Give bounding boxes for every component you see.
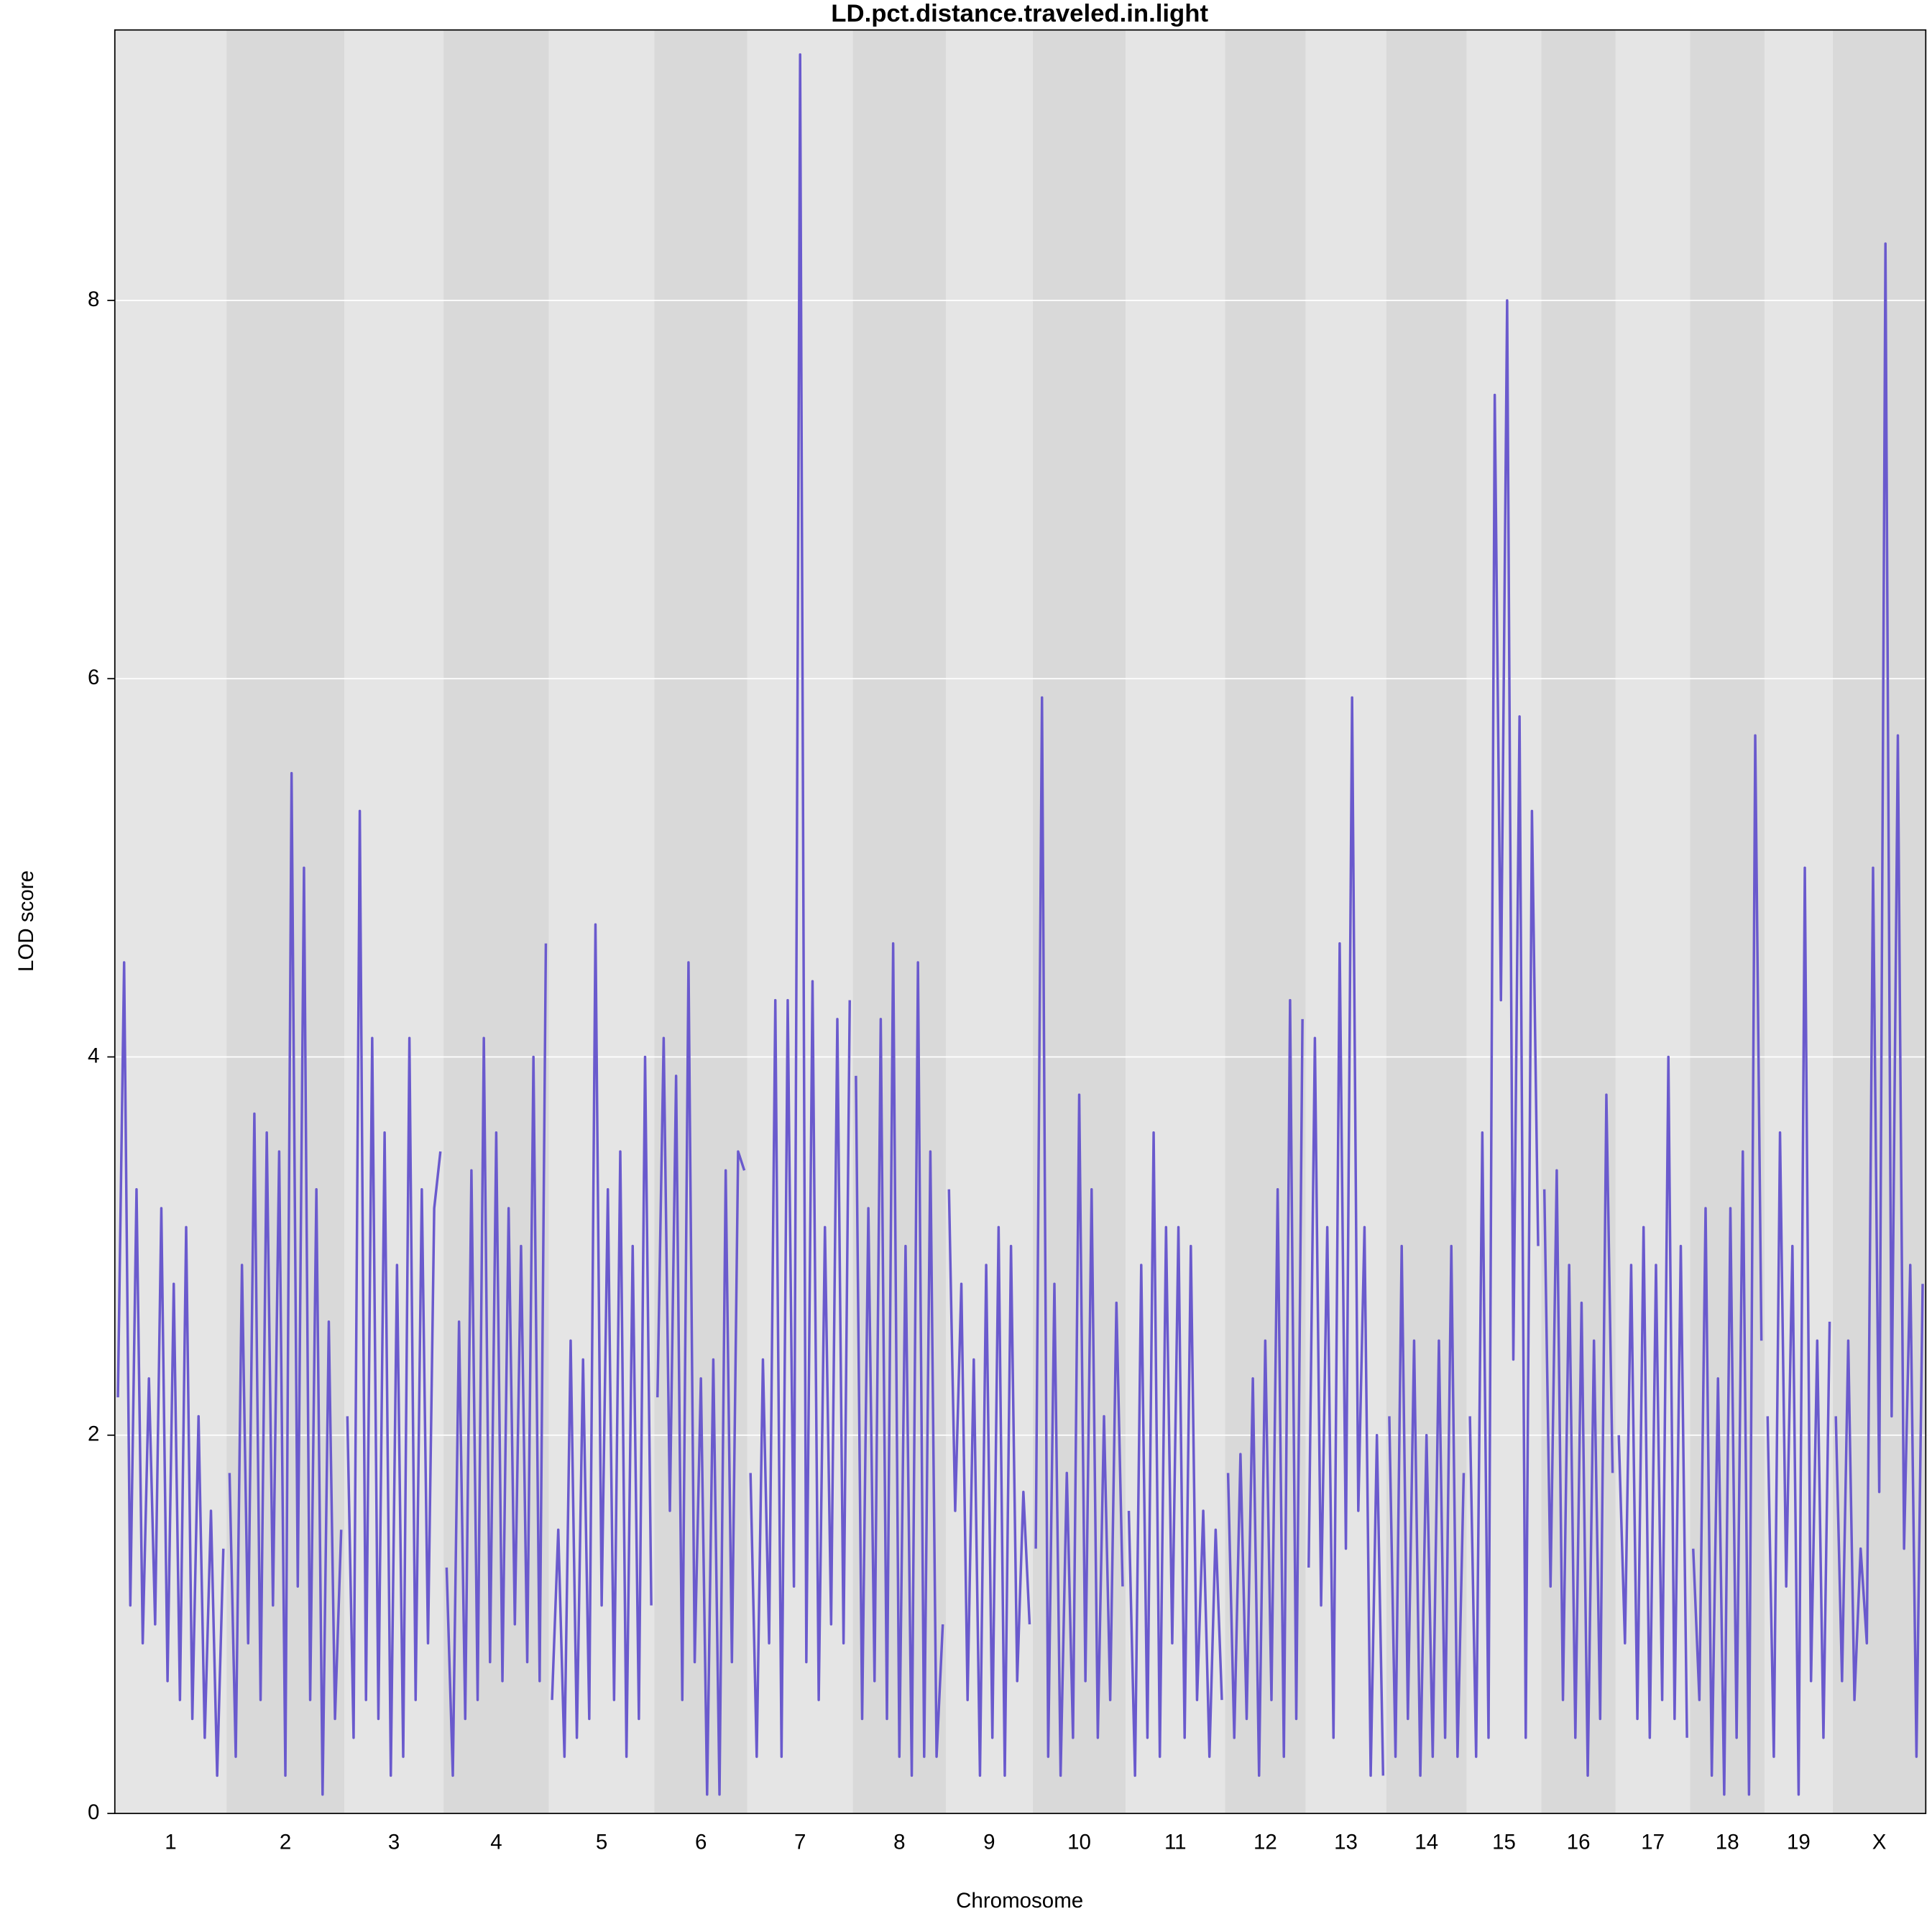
chromosome-band [654,29,748,1814]
bands [114,29,1926,1814]
y-tick-label: 0 [88,1800,99,1824]
chromosome-band [443,29,549,1814]
x-tick-label: 7 [794,1831,806,1854]
chart-title: LD.pct.distance.traveled.in.light [831,0,1208,27]
x-tick-label: 6 [695,1831,707,1854]
lod-line [656,961,746,1796]
x-tick-label: 13 [1334,1831,1358,1854]
x-tick-label: 9 [983,1831,995,1854]
chromosome-band [852,29,946,1814]
plot-frame [114,29,1927,1814]
x-tick-label: 2 [280,1831,291,1854]
x-tick-label: 8 [893,1831,905,1854]
x-tick-label: 15 [1492,1831,1516,1854]
x-tick-label: 18 [1716,1831,1739,1854]
chromosome-band [1126,29,1225,1814]
y-tick-label: 2 [88,1422,99,1446]
lod-line [1834,242,1924,1758]
lod-line [1307,696,1385,1777]
lod-line [855,942,944,1777]
y-tick-label: 6 [88,666,99,689]
x-tick-label: 19 [1787,1831,1811,1854]
lod-line [1617,1055,1688,1739]
y-axis-label: LOD score [14,870,38,972]
x-tick-label: 4 [490,1831,502,1854]
y-tick-label: 4 [88,1044,99,1067]
chromosome-band [1032,29,1126,1814]
lod-line [228,772,343,1796]
chromosome-band [1225,29,1306,1814]
x-tick-label: 17 [1641,1831,1665,1854]
lod-line [1766,866,1831,1796]
y-tick-label: 8 [88,288,99,311]
lod-line [1388,1244,1466,1777]
lod-line [1692,734,1763,1796]
x-tick-label: 14 [1414,1831,1438,1854]
x-tick-label: 3 [388,1831,400,1854]
lod-line [1226,998,1304,1777]
lod-line [346,809,442,1777]
lod-line [445,943,548,1777]
x-tick-label: 11 [1164,1831,1187,1854]
lod-line [1127,1131,1223,1777]
plot [116,53,1924,1796]
x-tick-label: 16 [1567,1831,1591,1854]
lod-line [1468,299,1540,1758]
x-tick-label: 1 [165,1831,176,1854]
x-tick-label: 10 [1067,1831,1091,1854]
lod-line [116,961,225,1777]
lod-line [551,923,653,1758]
lod-line [1034,696,1124,1777]
x-tick-label: 12 [1254,1831,1277,1854]
x-tick-label: X [1872,1831,1887,1854]
x-axis-label: Chromosome [956,1889,1083,1913]
lod-line [1542,1093,1614,1777]
lod-line [749,53,851,1758]
chromosome-band [1832,29,1926,1814]
lod-line [947,1189,1031,1777]
x-tick-label: 5 [596,1831,607,1854]
